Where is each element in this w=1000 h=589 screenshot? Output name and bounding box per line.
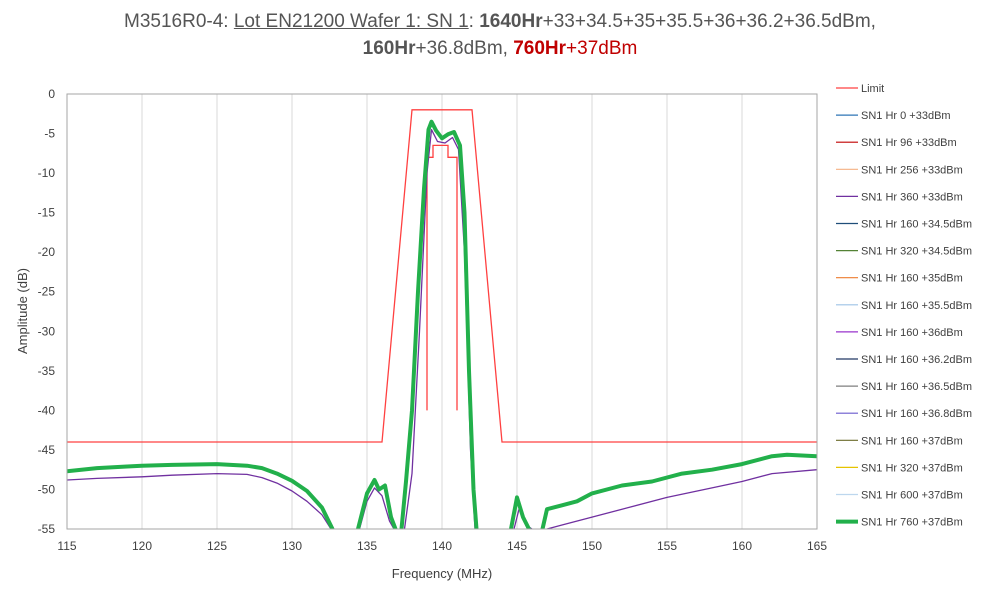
legend-label: SN1 Hr 360 +33dBm: [861, 191, 963, 203]
x-tick-label: 165: [807, 539, 827, 553]
legend-label: SN1 Hr 160 +36.2dBm: [861, 354, 972, 366]
y-tick-label: -10: [38, 166, 56, 180]
legend-label: SN1 Hr 760 +37dBm: [861, 517, 963, 529]
x-tick-label: 145: [507, 539, 527, 553]
legend-label: SN1 Hr 320 +34.5dBm: [861, 246, 972, 258]
legend: Limit SN1 Hr 0 +33dBm SN1 Hr 96 +33dBm SN1 …: [836, 83, 972, 529]
plot-area: [67, 109, 817, 529]
legend-label: SN1 Hr 160 +36.5dBm: [861, 381, 972, 393]
legend-label: SN1 Hr 600 +37dBm: [861, 490, 963, 502]
y-tick-label: -20: [38, 245, 56, 259]
x-tick-label: 135: [357, 539, 377, 553]
grid-lines: [141, 94, 743, 529]
y-tick-label: 0: [48, 87, 55, 101]
plot-frame: [66, 93, 818, 530]
limit-mask-outer: [67, 109, 817, 443]
title-hours-760: 760Hr: [513, 38, 567, 59]
x-tick-label: 115: [57, 539, 76, 553]
y-tick-label: -40: [38, 403, 56, 417]
x-tick-label: 125: [207, 539, 227, 553]
y-tick-label: -45: [38, 443, 56, 457]
y-tick-label: -30: [38, 324, 56, 338]
legend-label: SN1 Hr 0 +33dBm: [861, 110, 951, 122]
title-hours-160: 160Hr: [362, 38, 416, 59]
series-line-1-segment-3: [509, 495, 531, 529]
x-axis-ticks: 115 120 125 130 135 140 145 150 155 160 165: [57, 539, 827, 553]
title-line-2: 160Hr+36.8dBm, 760Hr+37dBm: [0, 35, 1000, 62]
series-line-0-segment-0: [67, 472, 332, 529]
title-device: M3516R0-4:: [124, 11, 234, 32]
legend-label: SN1 Hr 256 +33dBm: [861, 164, 963, 176]
chart-title: M3516R0-4: Lot EN21200 Wafer 1: SN 1: 16…: [0, 8, 1000, 62]
x-tick-label: 120: [132, 539, 152, 553]
y-tick-label: -55: [38, 522, 56, 536]
series-line-1-segment-1: [356, 478, 398, 529]
x-tick-label: 150: [582, 539, 602, 553]
legend-label: SN1 Hr 160 +34.5dBm: [861, 219, 972, 231]
title-hours-1640: 1640Hr: [479, 11, 543, 32]
y-tick-label: -5: [44, 127, 55, 141]
title-colon: :: [468, 11, 480, 32]
series-line-0-segment-4: [546, 469, 817, 529]
y-axis-label: Amplitude (dB): [15, 268, 30, 354]
title-line-1: M3516R0-4: Lot EN21200 Wafer 1: SN 1: 16…: [0, 8, 1000, 35]
x-axis-label: Frequency (MHz): [392, 566, 492, 581]
legend-label: SN1 Hr 160 +36dBm: [861, 327, 963, 339]
legend-label: SN1 Hr 160 +37dBm: [861, 435, 963, 447]
y-tick-label: -35: [38, 364, 56, 378]
x-tick-label: 160: [732, 539, 752, 553]
x-tick-label: 130: [282, 539, 302, 553]
title-power-160: +36.8dBm,: [415, 38, 514, 59]
legend-label: Limit: [861, 83, 884, 95]
legend-label: SN1 Hr 96 +33dBm: [861, 137, 957, 149]
y-tick-label: -15: [38, 206, 56, 220]
title-power-760: +37dBm: [566, 38, 638, 59]
series-line-1-segment-0: [67, 462, 335, 529]
legend-label: SN1 Hr 160 +35.5dBm: [861, 300, 972, 312]
legend-label: SN1 Hr 320 +37dBm: [861, 462, 963, 474]
x-tick-label: 140: [432, 539, 452, 553]
legend-label: SN1 Hr 160 +36.8dBm: [861, 408, 972, 420]
y-tick-label: -25: [38, 285, 56, 299]
legend-label: SN1 Hr 160 +35dBm: [861, 273, 963, 285]
title-lot: Lot EN21200 Wafer 1: SN 1: [233, 11, 469, 32]
y-tick-label: -50: [38, 482, 56, 496]
x-tick-label: 155: [657, 539, 677, 553]
y-axis-ticks: 0 -5 -10 -15 -20 -25 -30 -35 -40 -45 -50 -55: [38, 87, 56, 536]
series-line-1-segment-4: [540, 452, 817, 529]
title-powers-1640: +33+34.5+35+35.5+36+36.2+36.5dBm,: [542, 11, 876, 32]
series-line-1-segment-2: [399, 119, 479, 529]
